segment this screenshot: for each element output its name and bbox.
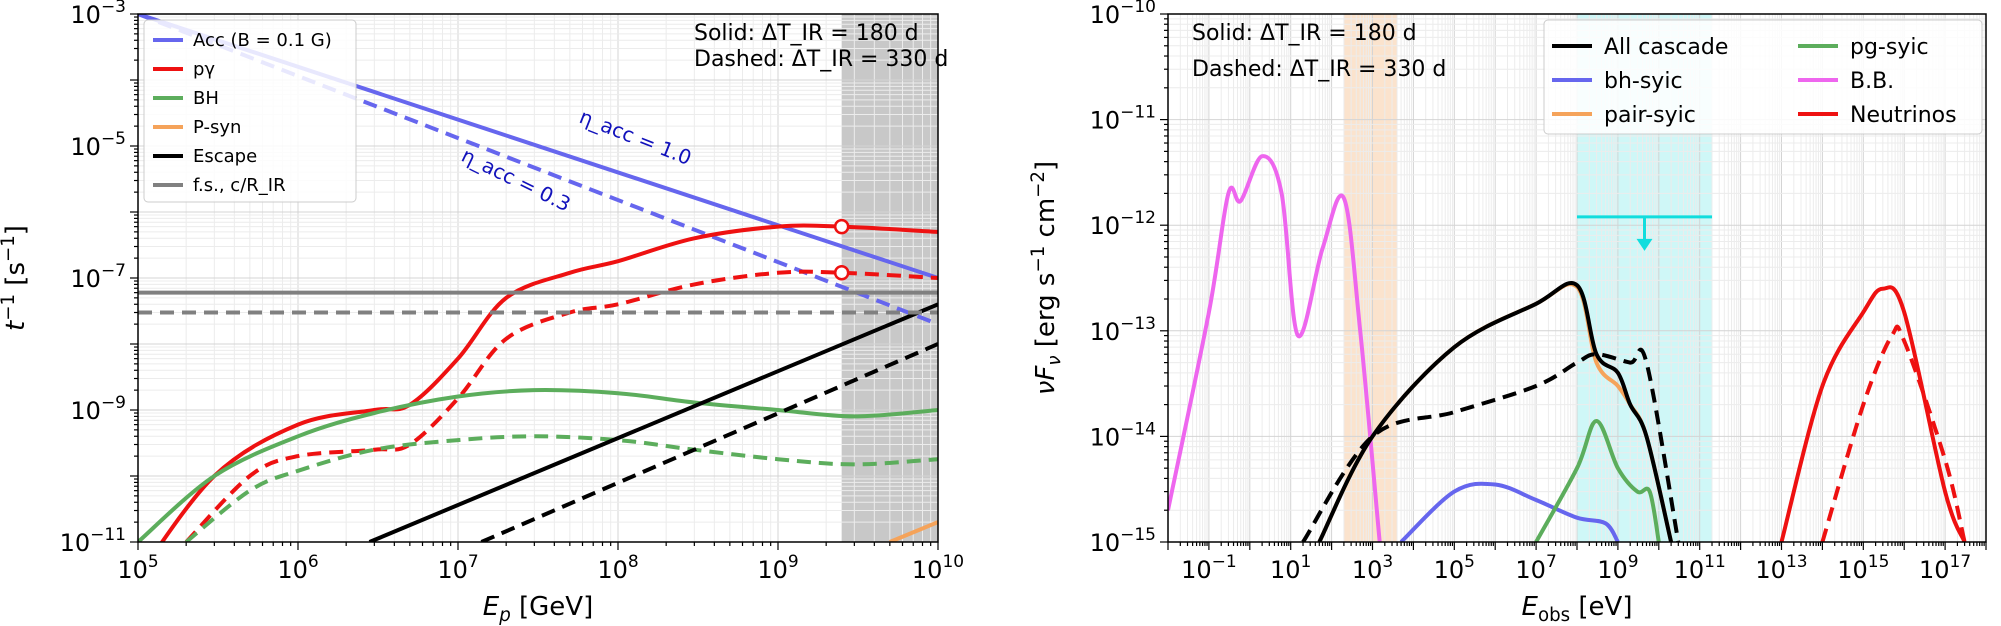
l-series-line-3 — [184, 269, 938, 542]
upper-limit — [1577, 215, 1713, 251]
r-series-line-2 — [1317, 281, 1674, 542]
x-tick-label: 1013 — [1755, 552, 1807, 584]
right-legend-box — [1543, 19, 1983, 135]
left-solid-note: Solid: ΔT_IR = 180 d — [694, 21, 919, 46]
legend-entry: pγ — [193, 59, 215, 80]
x-tick-label: 1015 — [1837, 552, 1889, 584]
right-chart: 10−1 101 103 105 107 109 1011 1013 1015 1017 10−15… — [1028, 0, 1987, 626]
intersection-marker-0 — [833, 218, 850, 235]
l-series-line-6 — [889, 520, 938, 542]
x-tick-label: 105 — [1434, 552, 1475, 584]
y-tick-label: 10−14 — [1090, 419, 1156, 451]
legend-entry: f.s., c/R_IR — [193, 175, 286, 196]
r-series-line-7 — [1820, 324, 1967, 542]
x-tick-label: 108 — [597, 552, 638, 584]
legend-entry: Acc (B = 0.1 G) — [193, 30, 332, 51]
right-y-axis-label: νFν [erg s−1 cm−2] — [1028, 161, 1065, 395]
legend-entry: All cascade — [1604, 35, 1728, 60]
r-series-line-5 — [1534, 419, 1661, 542]
l-series-line-8 — [480, 342, 938, 542]
l-series-line-2 — [159, 223, 938, 542]
y-tick-label: 10−12 — [1090, 208, 1156, 240]
l-series-line-4 — [138, 388, 938, 542]
right-solid-note: Solid: ΔT_IR = 180 d — [1192, 21, 1417, 46]
x-tick-label: 105 — [117, 552, 158, 584]
left-x-axis-label: Ep [GeV] — [483, 592, 593, 626]
y-tick-label: 10−11 — [60, 525, 126, 557]
x-tick-label: 109 — [1597, 552, 1638, 584]
x-tick-label: 10−1 — [1181, 552, 1237, 584]
left-chart: 105 106 107 108 109 1010 10−11 10−9 10−7 10−5 10−3… — [0, 0, 964, 626]
r-series-line-0 — [1168, 154, 1382, 542]
legend-entry: Neutrinos — [1850, 103, 1957, 128]
x-tick-label: 109 — [757, 552, 798, 584]
legend-entry: P-syn — [193, 117, 241, 138]
y-tick-label: 10−9 — [70, 393, 126, 425]
x-tick-label: 107 — [1515, 552, 1556, 584]
x-tick-label: 1011 — [1674, 552, 1726, 584]
l-series-line-7 — [368, 302, 938, 542]
legend-entry: pg-syic — [1850, 35, 1929, 60]
y-tick-label: 10−15 — [1090, 525, 1156, 557]
right-legend: All cascade bh-syic pair-syic pg-syic B.B. Ne… — [1543, 19, 1983, 135]
y-tick-label: 10−7 — [70, 261, 126, 293]
right-grid — [1168, 14, 1986, 542]
x-tick-label: 1010 — [912, 552, 964, 584]
y-tick-label: 10−3 — [70, 0, 126, 29]
x-tick-label: 101 — [1270, 552, 1311, 584]
upper-limit-arrow — [1636, 238, 1653, 251]
x-tick-label: 1017 — [1919, 552, 1971, 584]
r-series-line-6 — [1779, 285, 1967, 542]
x-tick-label: 107 — [437, 552, 478, 584]
x-tick-label: 103 — [1352, 552, 1393, 584]
right-dashed-note: Dashed: ΔT_IR = 330 d — [1192, 57, 1446, 82]
right-x-axis-label: Eobs [eV] — [1522, 592, 1633, 626]
r-series-line-4 — [1399, 481, 1620, 542]
legend-entry: Escape — [193, 146, 257, 167]
legend-entry: pair-syic — [1604, 103, 1696, 128]
legend-entry: bh-syic — [1604, 69, 1683, 94]
y-tick-label: 10−13 — [1090, 314, 1156, 346]
y-tick-label: 10−10 — [1090, 0, 1156, 29]
left-legend: Acc (B = 0.1 G) pγ BH P-syn Escape f.s., c/R_… — [143, 19, 357, 203]
intersection-marker-1 — [833, 265, 850, 281]
legend-entry: BH — [193, 88, 219, 109]
left-dashed-note: Dashed: ΔT_IR = 330 d — [694, 47, 948, 72]
r-series-line-3 — [1301, 347, 1681, 542]
l-series-line-5 — [184, 434, 938, 542]
y-tick-label: 10−5 — [70, 129, 126, 161]
legend-entry: B.B. — [1850, 69, 1894, 94]
left-markers — [833, 218, 850, 281]
left-y-axis-label: t−1 [s−1] — [0, 225, 31, 331]
y-tick-label: 10−11 — [1090, 103, 1156, 135]
left-ticks: 105 106 107 108 109 1010 10−11 10−9 10−7 10−5 10−3 — [60, 0, 965, 584]
right-ticks: 10−1 101 103 105 107 109 1011 1013 1015 1017 10−15… — [1090, 0, 1987, 584]
x-tick-label: 106 — [277, 552, 318, 584]
right-series — [1168, 154, 1967, 542]
left-legend-box — [143, 19, 357, 203]
